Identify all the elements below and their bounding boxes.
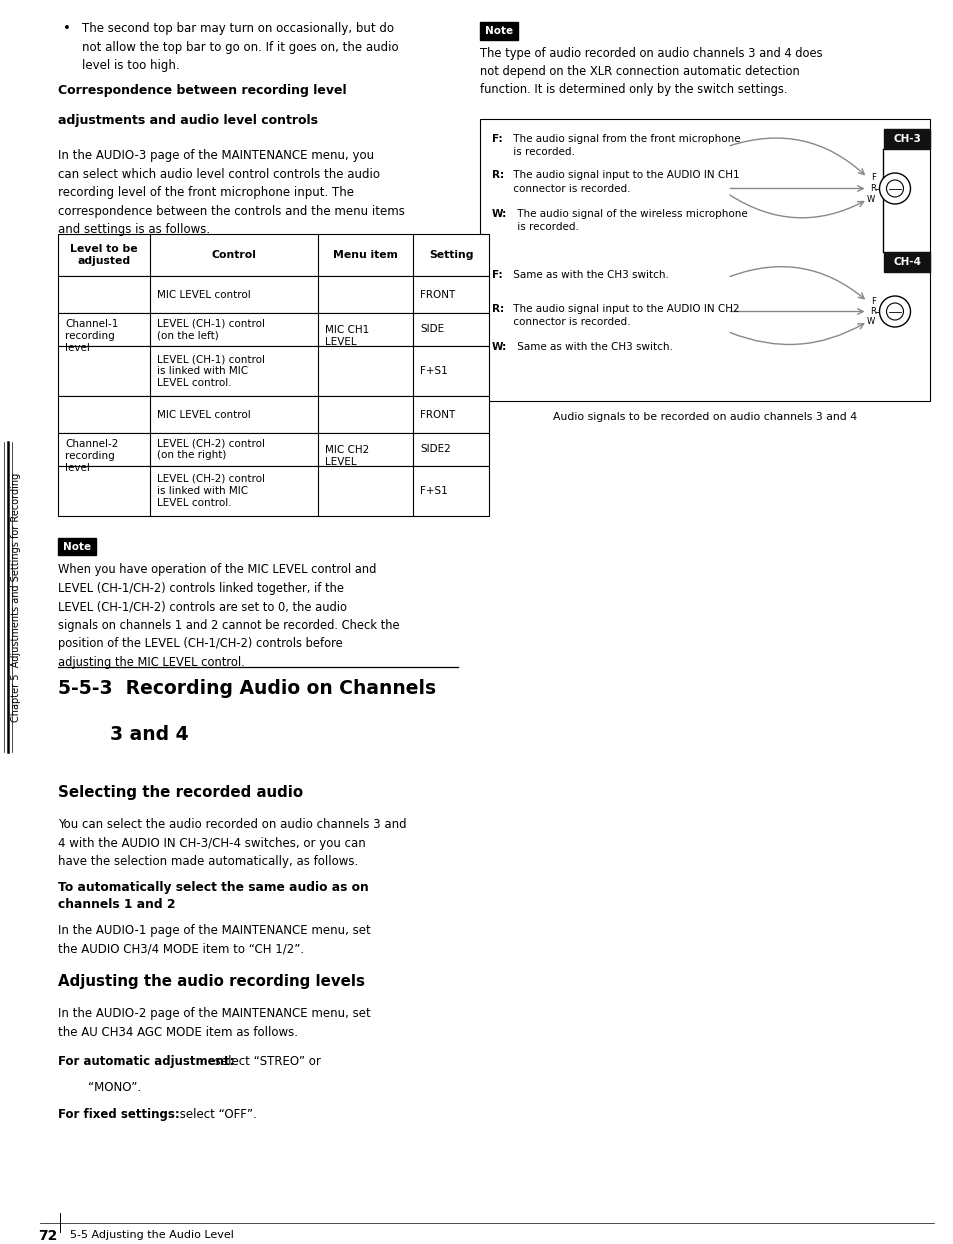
Text: CH-3: CH-3 <box>892 133 920 143</box>
Text: R:: R: <box>492 170 503 180</box>
Text: W:: W: <box>492 209 507 219</box>
Text: In the AUDIO-2 page of the MAINTENANCE menu, set
the AU CH34 AGC MODE item as fo: In the AUDIO-2 page of the MAINTENANCE m… <box>58 1008 371 1039</box>
Text: Menu item: Menu item <box>333 250 397 260</box>
Text: MIC CH1
LEVEL: MIC CH1 LEVEL <box>325 325 369 347</box>
Text: F: F <box>870 173 875 182</box>
Text: R:: R: <box>492 304 503 313</box>
Text: LEVEL (CH-2) control
is linked with MIC
LEVEL control.: LEVEL (CH-2) control is linked with MIC … <box>157 474 265 508</box>
Text: “MONO”.: “MONO”. <box>88 1081 141 1095</box>
Text: The audio signal input to the AUDIO IN CH1
 connector is recorded.: The audio signal input to the AUDIO IN C… <box>510 170 739 194</box>
Text: In the AUDIO-3 page of the MAINTENANCE menu, you
can select which audio level co: In the AUDIO-3 page of the MAINTENANCE m… <box>58 149 404 236</box>
Text: adjustments and audio level controls: adjustments and audio level controls <box>58 114 317 127</box>
Text: Setting: Setting <box>428 250 473 260</box>
Text: Selecting the recorded audio: Selecting the recorded audio <box>58 785 303 800</box>
Text: 5-5-3  Recording Audio on Channels: 5-5-3 Recording Audio on Channels <box>58 679 436 698</box>
Text: Note: Note <box>484 26 513 36</box>
FancyBboxPatch shape <box>58 433 489 466</box>
Text: The type of audio recorded on audio channels 3 and 4 does
not depend on the XLR : The type of audio recorded on audio chan… <box>479 46 821 97</box>
Text: W: W <box>865 317 874 326</box>
FancyBboxPatch shape <box>58 276 489 313</box>
Text: The audio signal from the front microphone
 is recorded.: The audio signal from the front micropho… <box>510 133 740 157</box>
Text: You can select the audio recorded on audio channels 3 and
4 with the AUDIO IN CH: You can select the audio recorded on aud… <box>58 819 406 868</box>
Text: Channel-2
recording
level: Channel-2 recording level <box>65 439 118 474</box>
Text: select “STREO” or: select “STREO” or <box>211 1055 320 1069</box>
FancyBboxPatch shape <box>883 128 929 148</box>
Text: LEVEL (CH-1) control
(on the left): LEVEL (CH-1) control (on the left) <box>157 318 265 341</box>
FancyBboxPatch shape <box>58 313 489 346</box>
Text: LEVEL (CH-1) control
is linked with MIC
LEVEL control.: LEVEL (CH-1) control is linked with MIC … <box>157 355 265 388</box>
FancyBboxPatch shape <box>479 118 929 401</box>
Text: F+S1: F+S1 <box>419 366 447 376</box>
Text: R: R <box>869 307 875 316</box>
Text: Note: Note <box>63 541 91 552</box>
Text: Channel-1
recording
level: Channel-1 recording level <box>65 318 118 353</box>
FancyBboxPatch shape <box>58 396 489 433</box>
Text: When you have operation of the MIC LEVEL control and
LEVEL (CH-1/CH-2) controls : When you have operation of the MIC LEVEL… <box>58 564 399 669</box>
Text: In the AUDIO-1 page of the MAINTENANCE menu, set
the AUDIO CH3/4 MODE item to “C: In the AUDIO-1 page of the MAINTENANCE m… <box>58 924 371 955</box>
Text: Audio signals to be recorded on audio channels 3 and 4: Audio signals to be recorded on audio ch… <box>553 413 856 423</box>
Text: F:: F: <box>492 270 502 280</box>
Text: For automatic adjustment:: For automatic adjustment: <box>58 1055 234 1069</box>
FancyBboxPatch shape <box>58 466 489 516</box>
Text: F:: F: <box>492 133 502 143</box>
Text: SIDE: SIDE <box>419 325 444 335</box>
Text: MIC LEVEL control: MIC LEVEL control <box>157 409 251 419</box>
Circle shape <box>885 304 902 320</box>
Text: The audio signal input to the AUDIO IN CH2
 connector is recorded.: The audio signal input to the AUDIO IN C… <box>510 304 739 327</box>
Text: To automatically select the same audio as on
channels 1 and 2: To automatically select the same audio a… <box>58 882 369 912</box>
Text: FRONT: FRONT <box>419 409 455 419</box>
Text: 72: 72 <box>38 1229 57 1244</box>
Text: MIC CH2
LEVEL: MIC CH2 LEVEL <box>325 445 369 468</box>
Text: Correspondence between recording level: Correspondence between recording level <box>58 85 346 97</box>
Text: W:: W: <box>492 342 507 352</box>
Text: SIDE2: SIDE2 <box>419 444 450 454</box>
Text: The audio signal of the wireless microphone
 is recorded.: The audio signal of the wireless microph… <box>514 209 747 231</box>
Text: Same as with the CH3 switch.: Same as with the CH3 switch. <box>514 342 672 352</box>
Text: Chapter 5  Adjustments and Settings for Recording: Chapter 5 Adjustments and Settings for R… <box>11 473 22 722</box>
FancyBboxPatch shape <box>58 234 489 276</box>
Text: MIC LEVEL control: MIC LEVEL control <box>157 290 251 300</box>
Text: select “OFF”.: select “OFF”. <box>175 1108 256 1122</box>
Text: For fixed settings:: For fixed settings: <box>58 1108 179 1122</box>
FancyBboxPatch shape <box>479 22 517 40</box>
Text: R: R <box>869 184 875 193</box>
Text: LEVEL (CH-2) control
(on the right): LEVEL (CH-2) control (on the right) <box>157 438 265 460</box>
Text: 5-5 Adjusting the Audio Level: 5-5 Adjusting the Audio Level <box>70 1229 233 1239</box>
Text: FRONT: FRONT <box>419 290 455 300</box>
Text: Control: Control <box>212 250 256 260</box>
FancyBboxPatch shape <box>883 251 929 271</box>
Text: •: • <box>63 22 71 35</box>
Circle shape <box>885 180 902 197</box>
FancyBboxPatch shape <box>58 346 489 396</box>
Text: Adjusting the audio recording levels: Adjusting the audio recording levels <box>58 974 365 989</box>
Text: F: F <box>870 297 875 306</box>
Text: 3 and 4: 3 and 4 <box>58 725 189 744</box>
Text: Same as with the CH3 switch.: Same as with the CH3 switch. <box>510 270 668 280</box>
Text: Level to be
adjusted: Level to be adjusted <box>71 244 137 266</box>
Text: F+S1: F+S1 <box>419 486 447 496</box>
Circle shape <box>879 173 909 204</box>
Text: W: W <box>865 195 874 204</box>
Circle shape <box>879 296 909 327</box>
Text: CH-4: CH-4 <box>892 256 920 266</box>
Text: The second top bar may turn on occasionally, but do
not allow the top bar to go : The second top bar may turn on occasiona… <box>82 22 398 72</box>
FancyBboxPatch shape <box>58 537 96 556</box>
